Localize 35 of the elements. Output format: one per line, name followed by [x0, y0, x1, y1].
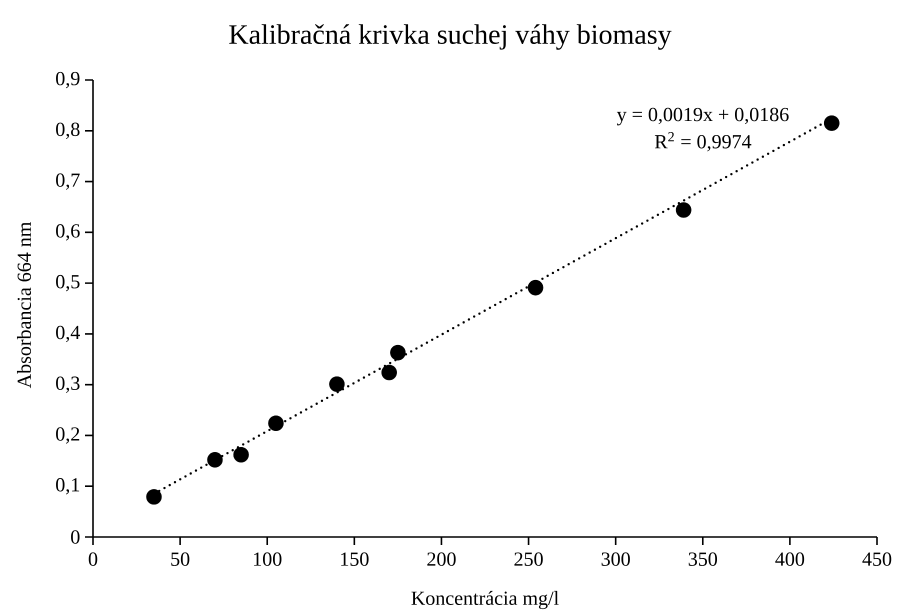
annotation: y = 0,0019x + 0,0186 [616, 108, 789, 126]
point [381, 364, 397, 380]
x-tick-label: 100 [254, 552, 282, 566]
y-tick-label: 0,9 [56, 72, 80, 88]
x-tick-label: 250 [514, 552, 543, 566]
y-tick-label: 0,4 [56, 326, 80, 342]
point [207, 452, 223, 468]
x-axis-title: Koncentrácia mg/l [411, 590, 559, 610]
y-tick-label: 0,6 [56, 224, 80, 241]
x-tick-label: 150 [341, 552, 369, 566]
x-tick-label: 0 [88, 552, 98, 566]
x-tick-label: 400 [775, 552, 804, 566]
point [146, 489, 162, 505]
y-tick-label: 0,7 [56, 173, 80, 190]
x-tick-label: 50 [171, 552, 190, 566]
point [329, 376, 345, 392]
point [528, 280, 544, 296]
x-tick-label: 350 [688, 552, 718, 566]
y-tick-label: 0,5 [56, 274, 80, 292]
annotation: R$^{2}$ = 0,9974 [654, 132, 752, 152]
y-tick-label: 0,2 [56, 427, 80, 444]
y-tick-label: 0,1 [56, 478, 80, 494]
y-tick-label: 0,8 [56, 122, 80, 139]
x-tick-label: 200 [427, 552, 456, 566]
point [268, 415, 284, 432]
x-tick-label: 300 [602, 552, 630, 566]
y-tick-label: 0,3 [56, 376, 80, 393]
x-tick-label: 450 [862, 552, 892, 566]
y-tick-label: 0 [71, 530, 80, 544]
point [233, 446, 249, 463]
point [676, 202, 692, 218]
y-axis-title: Absorbancia 664 nm [16, 222, 32, 388]
point [824, 115, 840, 131]
point [390, 344, 406, 360]
chart-title: Kalibračná krivka suchej váhy biomasy [229, 24, 672, 50]
